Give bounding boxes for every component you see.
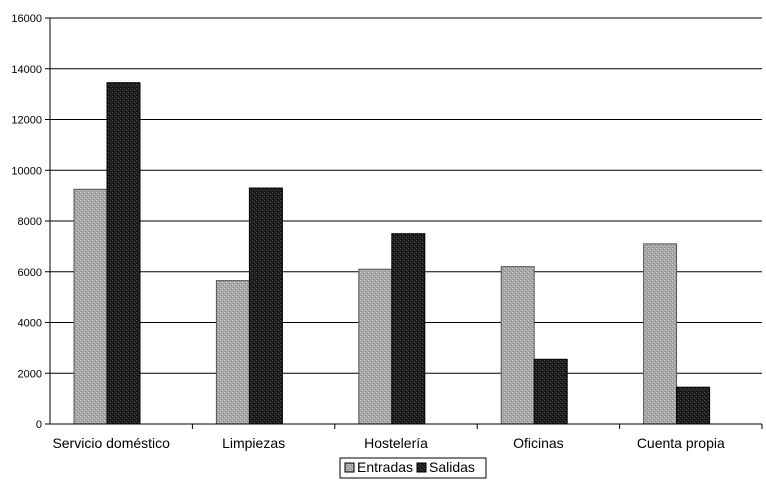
bar-entradas-1 [73, 188, 108, 425]
bar-entradas-2 [215, 280, 250, 425]
y-tick-label: 14000 [11, 64, 42, 76]
x-category-label: Hostelería [364, 435, 428, 451]
bar-salidas-2 [248, 187, 283, 425]
y-tick-label: 0 [36, 419, 42, 431]
y-tick-label: 16000 [11, 13, 42, 25]
bar-entradas-3 [358, 268, 393, 425]
x-category-label: Limpiezas [222, 435, 285, 451]
bar-salidas-1 [106, 82, 141, 425]
bar-entradas-5 [643, 243, 678, 425]
y-tick-label: 10000 [11, 165, 42, 177]
y-tick-label: 4000 [18, 318, 42, 330]
y-tick-label: 2000 [18, 368, 42, 380]
x-category-label: Oficinas [513, 435, 564, 451]
legend-label-entradas: Entradas [357, 459, 413, 475]
legend-box [339, 457, 487, 479]
bar-salidas-5 [676, 386, 711, 425]
bar-salidas-3 [391, 233, 426, 425]
x-category-label: Cuenta propia [637, 435, 725, 451]
x-category-label: Servicio doméstico [52, 435, 170, 451]
legend-label-salidas: Salidas [429, 459, 475, 475]
bar-salidas-4 [533, 358, 568, 425]
y-tick-label: 8000 [18, 216, 42, 228]
y-tick-label: 6000 [18, 267, 42, 279]
bar-entradas-4 [500, 266, 535, 425]
y-tick-label: 12000 [11, 115, 42, 127]
legend-swatch-entradas [344, 462, 355, 473]
legend-swatch-salidas [416, 462, 427, 473]
